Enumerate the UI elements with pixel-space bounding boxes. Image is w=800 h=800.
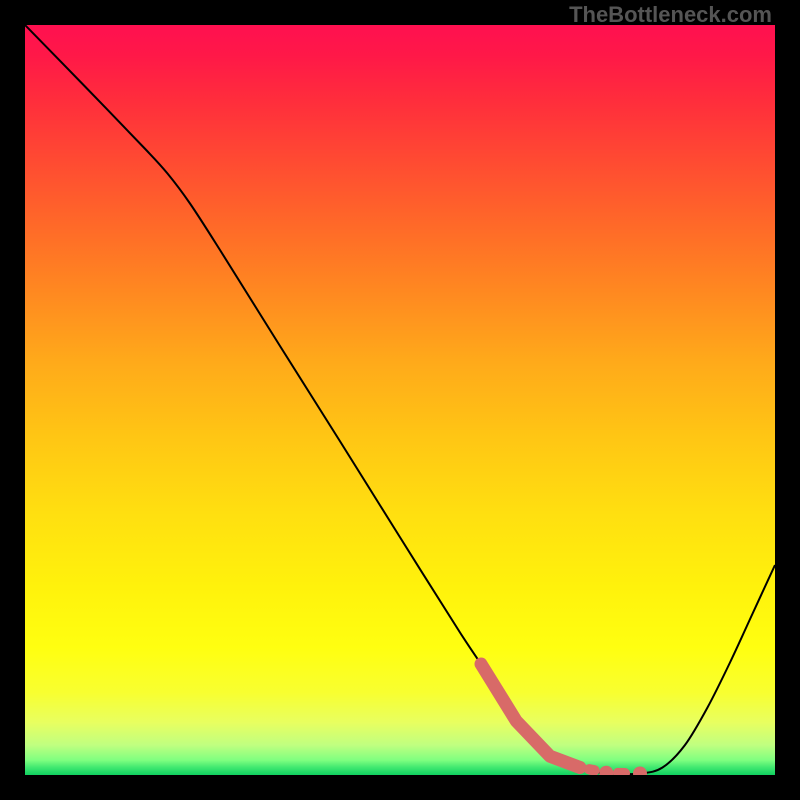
- highlight-dot: [599, 766, 613, 775]
- highlight-thick-line: [481, 664, 580, 768]
- highlight-dash: [589, 769, 594, 770]
- highlight-dot: [633, 767, 647, 776]
- chart-overlay: [25, 25, 775, 775]
- highlight-segment: [481, 664, 647, 775]
- bottleneck-curve: [25, 25, 775, 774]
- watermark-text: TheBottleneck.com: [569, 2, 772, 28]
- bottleneck-chart: [25, 25, 775, 775]
